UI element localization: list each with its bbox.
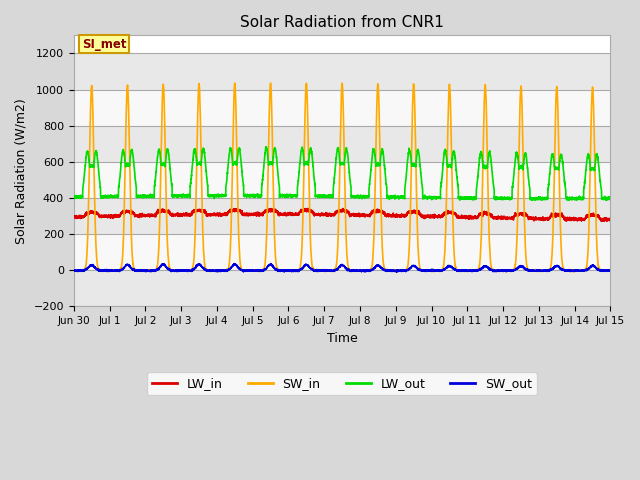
Y-axis label: Solar Radiation (W/m2): Solar Radiation (W/m2): [15, 98, 28, 244]
Bar: [74, 90, 611, 126]
Bar: [74, 198, 611, 234]
Bar: [74, 53, 611, 90]
Bar: [74, 162, 611, 198]
Bar: [74, 234, 611, 270]
Title: Solar Radiation from CNR1: Solar Radiation from CNR1: [240, 15, 444, 30]
Legend: LW_in, SW_in, LW_out, SW_out: LW_in, SW_in, LW_out, SW_out: [147, 372, 538, 396]
X-axis label: Time: Time: [327, 332, 358, 345]
Text: SI_met: SI_met: [82, 37, 126, 50]
Bar: [74, 126, 611, 162]
Bar: [74, 270, 611, 306]
